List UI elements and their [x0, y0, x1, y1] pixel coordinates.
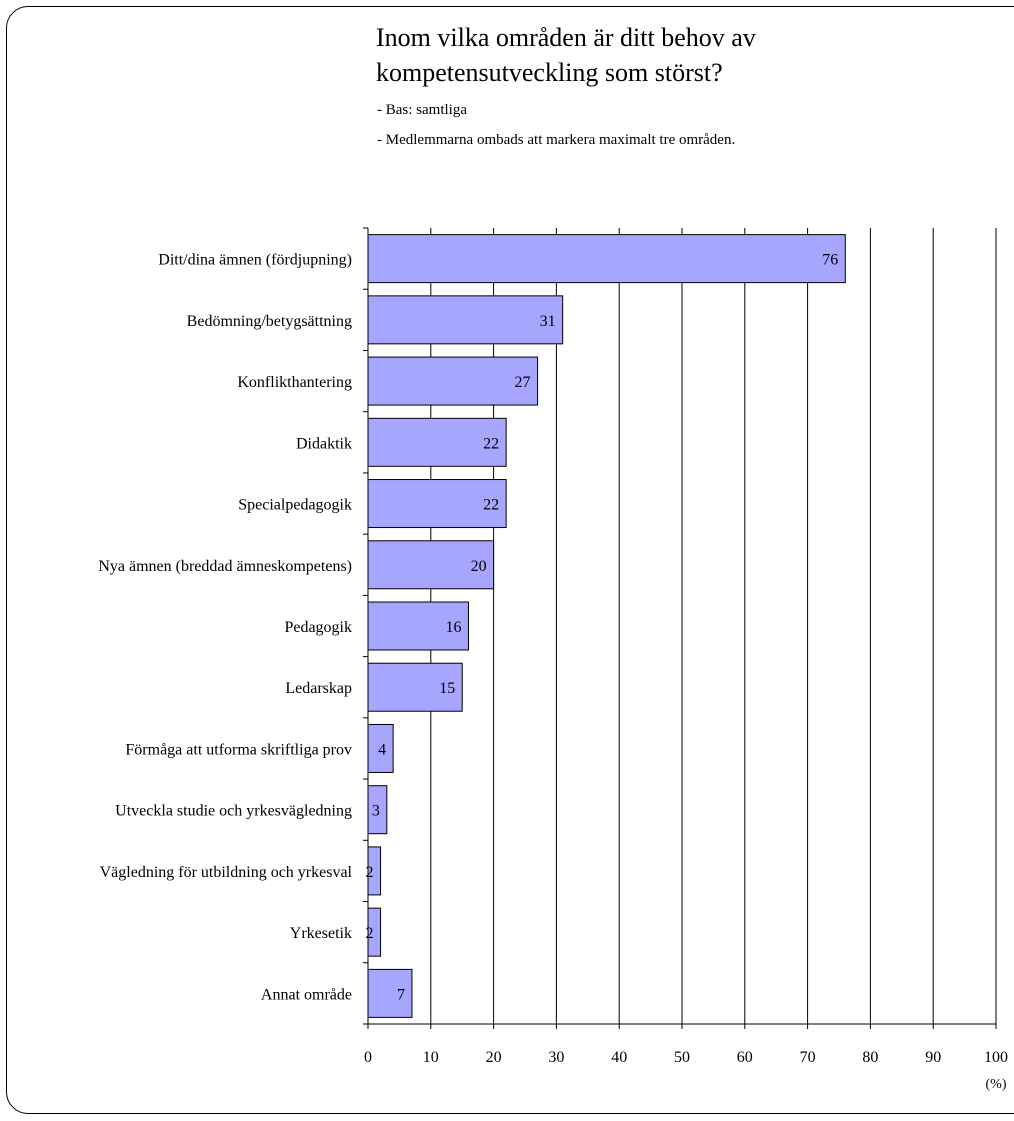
category-label: Annat område — [261, 986, 352, 1003]
bar — [367, 479, 507, 529]
data-label: 27 — [515, 374, 531, 391]
x-tick-label: 70 — [800, 1049, 816, 1066]
data-label: 3 — [372, 803, 380, 820]
x-axis-label: (%) — [986, 1077, 1007, 1092]
category-label: Förmåga att utforma skriftliga prov — [125, 741, 352, 758]
x-tick-label: 80 — [862, 1049, 878, 1066]
category-label: Bedömning/betygsättning — [187, 313, 352, 330]
category-label: Specialpedagogik — [238, 497, 352, 514]
category-label: Ledarskap — [285, 680, 352, 697]
data-label: 20 — [471, 558, 487, 575]
category-label: Nya ämnen (breddad ämneskompetens) — [98, 558, 352, 575]
chart-title: Inom vilka områden är ditt behov av komp… — [376, 23, 756, 87]
x-tick-label: 30 — [548, 1049, 564, 1066]
bar — [367, 540, 495, 590]
x-tick-label: 10 — [423, 1049, 439, 1066]
bar — [367, 295, 564, 345]
data-label: 4 — [378, 741, 386, 758]
data-label: 76 — [822, 252, 838, 269]
bar — [367, 968, 413, 1018]
data-label: 22 — [483, 497, 499, 514]
category-label: Pedagogik — [284, 619, 352, 636]
chart-note-base: - Bas: samtliga — [377, 102, 467, 118]
category-label: Ditt/dina ämnen (fördjupning) — [158, 252, 352, 269]
data-label: 22 — [483, 435, 499, 452]
data-label: 2 — [366, 864, 374, 881]
data-label: 7 — [397, 986, 405, 1003]
x-tick-label: 0 — [364, 1049, 372, 1066]
x-tick-label: 20 — [486, 1049, 502, 1066]
x-tick-label: 40 — [611, 1049, 627, 1066]
data-label: 16 — [445, 619, 461, 636]
x-tick-label: 100 — [984, 1049, 1008, 1066]
x-tick-label: 60 — [737, 1049, 753, 1066]
chart-frame — [6, 6, 1014, 1114]
chart-note-instruction: - Medlemmarna ombads att markera maximal… — [377, 132, 736, 148]
category-label: Vägledning för utbildning och yrkesval — [100, 864, 353, 881]
category-label: Utveckla studie och yrkesvägledning — [115, 803, 352, 820]
x-tick-label: 90 — [925, 1049, 941, 1066]
category-label: Didaktik — [296, 435, 352, 452]
bar — [367, 356, 539, 406]
data-label: 15 — [439, 680, 455, 697]
bar — [367, 417, 507, 467]
bar — [367, 234, 846, 284]
category-label: Konflikthantering — [237, 374, 352, 391]
data-label: 31 — [540, 313, 556, 330]
category-label: Yrkesetik — [290, 925, 352, 942]
data-label: 2 — [366, 925, 374, 942]
x-tick-label: 50 — [674, 1049, 690, 1066]
